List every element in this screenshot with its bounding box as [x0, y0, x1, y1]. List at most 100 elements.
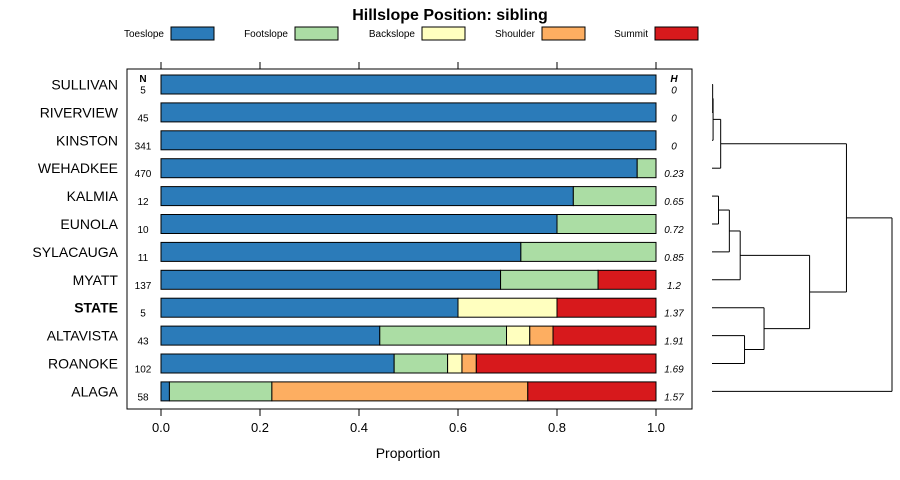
bar-segment-toeslope: [160, 325, 381, 346]
x-tick-label: 0.0: [152, 420, 170, 435]
x-tick-label: 0.6: [449, 420, 467, 435]
row-altavista: ALTAVISTA 43 1.91: [47, 325, 684, 348]
category-label: ROANOKE: [48, 356, 118, 372]
legend-swatch-summit: [654, 26, 699, 41]
legend-swatch-toeslope: [170, 26, 215, 41]
legend-swatch-backslope: [421, 26, 466, 41]
h-value: 0.65: [664, 197, 684, 208]
row-kalmia: KALMIA 12 0.65: [67, 186, 684, 208]
bar-segment-footslope: [168, 381, 273, 402]
n-value: 102: [135, 365, 152, 376]
bar-segment-footslope: [556, 214, 657, 234]
bar-segment-shoulder: [529, 325, 554, 346]
bar-segment-backslope: [447, 353, 463, 374]
bar-segment-footslope: [636, 158, 657, 179]
bar-segment-toeslope: [160, 297, 459, 318]
row-riverview: RIVERVIEW 45 0: [40, 102, 677, 124]
row-sullivan: SULLIVAN 5 0: [51, 74, 677, 97]
h-column-header: H: [670, 74, 678, 85]
n-value: 5: [140, 309, 146, 320]
h-value: 0: [671, 141, 677, 152]
row-myatt: MYATT 137 1.2: [73, 269, 681, 292]
bar-segment-shoulder: [461, 353, 477, 374]
n-value: 341: [135, 141, 152, 152]
h-value: 0.23: [664, 169, 684, 180]
bar-segment-toeslope: [160, 241, 522, 262]
n-value: 470: [135, 169, 152, 180]
legend-label-footslope: Footslope: [244, 29, 288, 40]
bar-segment-toeslope: [160, 186, 574, 207]
category-label: KINSTON: [56, 132, 118, 148]
bar-segment-backslope: [457, 297, 558, 318]
bar-segment-summit: [475, 353, 657, 374]
n-value: 5: [140, 86, 146, 97]
h-value: 0: [671, 113, 677, 124]
bar-segment-summit: [597, 269, 657, 290]
bar-segment-summit: [552, 325, 657, 346]
category-label: KALMIA: [67, 188, 119, 204]
n-column-header: N: [139, 74, 146, 85]
row-wehadkee: WEHADKEE 470 0.23: [38, 158, 684, 180]
h-value: 0.85: [664, 253, 684, 264]
n-value: 10: [137, 225, 149, 236]
row-kinston: KINSTON 341 0: [56, 130, 677, 152]
chart-title: Hillslope Position: sibling: [352, 7, 548, 24]
legend-swatch-shoulder: [541, 26, 586, 41]
category-label: WEHADKEE: [38, 160, 118, 176]
bar-segment-footslope: [520, 241, 657, 262]
legend: Toeslope Footslope Backslope Shoulder Summit: [124, 26, 699, 41]
x-axis-title: Proportion: [376, 445, 441, 461]
bar-segment-shoulder: [271, 381, 529, 402]
h-value: 1.37: [664, 309, 684, 320]
h-value: 0.72: [664, 225, 684, 236]
row-eunola: EUNOLA 10 0.72: [60, 214, 684, 236]
category-label: SULLIVAN: [51, 77, 118, 93]
category-label: STATE: [74, 300, 118, 316]
n-value: 137: [135, 281, 152, 292]
dendrogram: [712, 84, 893, 392]
bar-segment-footslope: [379, 325, 508, 346]
h-value: 1.57: [664, 392, 684, 403]
x-tick-label: 0.8: [548, 420, 566, 435]
x-tick-label: 1.0: [647, 420, 665, 435]
category-label: ALTAVISTA: [47, 328, 119, 344]
h-value: 1.69: [664, 365, 684, 376]
bar-segment-toeslope: [160, 158, 638, 179]
plot-frame: [126, 68, 693, 410]
legend-label-backslope: Backslope: [369, 29, 416, 40]
bar-segment-toeslope: [160, 74, 657, 95]
bar-segment-footslope: [500, 269, 599, 290]
top-axis-ticks: [160, 62, 657, 69]
category-label: SYLACAUGA: [32, 244, 118, 260]
bar-segment-summit: [527, 381, 657, 402]
x-tick-label: 0.2: [251, 420, 269, 435]
n-value: 45: [137, 113, 149, 124]
legend-swatch-footslope: [294, 26, 339, 41]
n-value: 12: [137, 197, 149, 208]
row-sylacauga: SYLACAUGA 11 0.85: [32, 241, 684, 264]
row-roanoke: ROANOKE 102 1.69: [48, 353, 684, 376]
h-value: 0: [671, 86, 677, 97]
bar-segment-backslope: [506, 325, 531, 346]
n-value: 43: [137, 337, 149, 348]
x-tick-label: 0.4: [350, 420, 368, 435]
n-value: 58: [137, 392, 149, 403]
category-label: ALAGA: [71, 383, 118, 399]
bar-segment-footslope: [572, 186, 657, 207]
category-label: EUNOLA: [60, 216, 118, 232]
bar-segment-summit: [556, 297, 657, 318]
bar-segment-toeslope: [160, 214, 558, 234]
h-value: 1.2: [667, 281, 681, 292]
bar-segment-toeslope: [160, 353, 395, 374]
legend-label-toeslope: Toeslope: [124, 29, 164, 40]
bar-rows: SULLIVAN 5 0 RIVERVIEW 45 0 KINSTON 341 0 WEHADKE…: [32, 74, 684, 403]
row-alaga: ALAGA 58 1.57: [71, 381, 684, 403]
legend-label-summit: Summit: [614, 29, 648, 40]
category-label: RIVERVIEW: [40, 104, 119, 120]
row-state: STATE 5 1.37: [74, 297, 684, 320]
bar-segment-toeslope: [160, 269, 502, 290]
n-value: 11: [138, 253, 149, 264]
x-axis: 0.0 0.2 0.4 0.6 0.8 1.0: [152, 409, 665, 435]
h-value: 1.91: [664, 337, 683, 348]
